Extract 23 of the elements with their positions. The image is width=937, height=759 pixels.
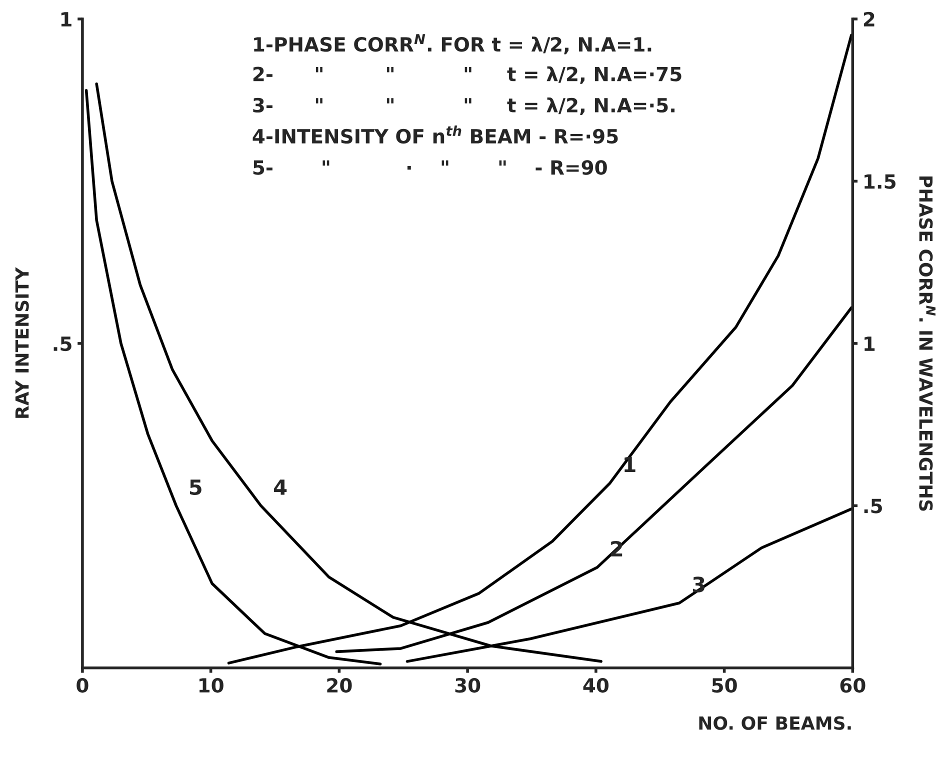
series-label: 1	[624, 456, 636, 472]
x-tick-label: 40	[583, 678, 609, 693]
x-tick-label: 50	[712, 678, 737, 693]
annotation: 4-INTENSITY OF n$^{th}$ BEAM - R=·95	[252, 126, 618, 144]
x-tick-label: 30	[455, 678, 480, 693]
series-label: 5	[190, 480, 202, 496]
x-tick-label: 10	[199, 678, 224, 693]
series-label: 3	[692, 576, 704, 592]
x-tick-label: 20	[327, 678, 352, 693]
annotation: 5- " · " " - R=90	[253, 160, 607, 175]
x-axis-title: NO. OF BEAMS.	[699, 716, 851, 730]
annotation: 3- " " " t = λ/2, N.A=·5.	[253, 97, 675, 116]
y-axis-title: RAY INTENSITY	[15, 267, 29, 418]
y2-tick-label: 2	[864, 12, 874, 26]
x-tick-label: 0	[76, 678, 88, 693]
y2-tick-label: 1.5	[864, 174, 896, 189]
y2-axis-title: PHASE CORR$^{N}$. IN WAVELENGTHS	[919, 176, 936, 511]
annotation: 1-PHASE CORR$^{N}$. FOR t = λ/2, N.A=1.	[254, 34, 652, 54]
x-tick-label: 60	[840, 678, 866, 693]
y2-tick-label: 1	[864, 336, 875, 351]
y2-tick-label: .5	[864, 498, 882, 514]
series-label: 4	[274, 480, 287, 495]
annotation: 2- " " " t = λ/2, N.A=·75	[253, 66, 682, 84]
